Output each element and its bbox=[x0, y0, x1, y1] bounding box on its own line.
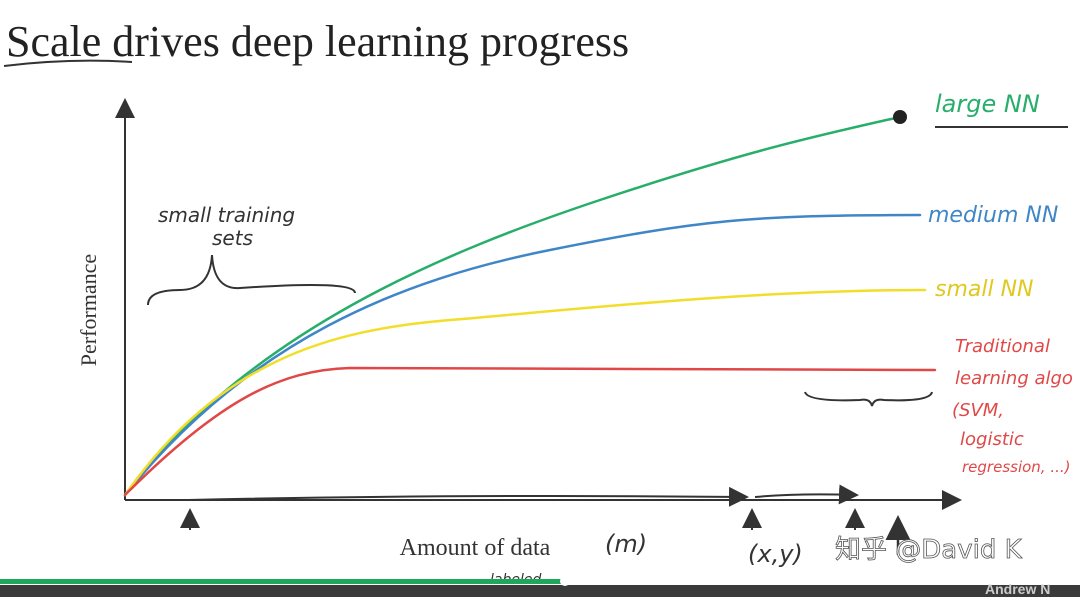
watermark: 知乎 @David K bbox=[835, 535, 1023, 565]
dot bbox=[893, 110, 907, 124]
arrow bbox=[187, 486, 749, 507]
progress-handle[interactable] bbox=[560, 576, 570, 586]
brace bbox=[147, 254, 356, 306]
brace bbox=[804, 391, 933, 407]
small-nn-curve bbox=[123, 288, 927, 497]
traditional-label: learning algo bbox=[955, 368, 1073, 389]
player-bar bbox=[0, 585, 1080, 597]
traditional-label: (SVM, bbox=[952, 400, 1004, 421]
curve-label: medium NN bbox=[928, 203, 1058, 228]
xy-note: (x,y) bbox=[748, 540, 803, 568]
medium-nn-curve bbox=[123, 213, 922, 497]
annotation: sets bbox=[212, 226, 253, 250]
curve-label: small NN bbox=[935, 277, 1034, 302]
traditional-label: regression, ...) bbox=[962, 458, 1071, 476]
traditional-label: logistic bbox=[960, 429, 1024, 450]
annotation: small training bbox=[158, 203, 295, 227]
progress-bar bbox=[0, 579, 565, 584]
traditional-label: Traditional bbox=[955, 336, 1050, 357]
author: Andrew N bbox=[985, 581, 1050, 597]
curve-label: large NN bbox=[935, 90, 1040, 118]
traditional-curve bbox=[123, 366, 937, 497]
large-nn-curve bbox=[123, 115, 902, 497]
arrow bbox=[754, 484, 859, 505]
y-axis-label: Performance bbox=[76, 254, 101, 366]
title: Scale drives deep learning progress bbox=[6, 17, 629, 66]
x-axis-label: Amount of data bbox=[400, 535, 551, 561]
title-underline bbox=[3, 59, 133, 67]
x-axis-note: (m) bbox=[605, 530, 647, 558]
